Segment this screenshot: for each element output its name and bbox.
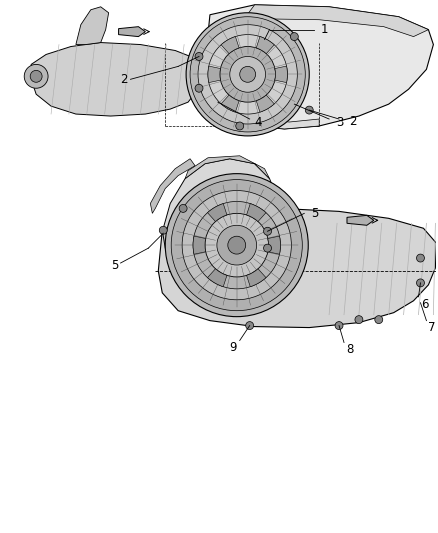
Polygon shape	[163, 159, 277, 241]
Circle shape	[220, 46, 276, 102]
Wedge shape	[256, 37, 274, 54]
Circle shape	[182, 190, 291, 300]
Polygon shape	[31, 43, 200, 116]
Polygon shape	[76, 7, 109, 45]
Circle shape	[195, 84, 203, 92]
Circle shape	[205, 213, 268, 277]
Circle shape	[208, 35, 287, 114]
Circle shape	[217, 225, 257, 265]
Circle shape	[228, 236, 246, 254]
Circle shape	[198, 25, 297, 124]
Wedge shape	[193, 236, 206, 254]
Circle shape	[195, 52, 203, 60]
Text: 5: 5	[111, 259, 118, 271]
Circle shape	[230, 56, 265, 92]
Circle shape	[24, 64, 48, 88]
Wedge shape	[268, 236, 280, 254]
Circle shape	[335, 321, 343, 329]
Wedge shape	[247, 269, 266, 287]
Wedge shape	[208, 66, 220, 83]
Text: 9: 9	[229, 341, 237, 354]
Circle shape	[264, 227, 272, 235]
Circle shape	[190, 17, 305, 132]
Circle shape	[305, 106, 313, 114]
Circle shape	[165, 174, 308, 317]
Wedge shape	[208, 204, 227, 222]
Circle shape	[417, 254, 424, 262]
Text: 5: 5	[311, 207, 318, 220]
Wedge shape	[208, 269, 227, 287]
Circle shape	[246, 321, 254, 329]
Wedge shape	[256, 95, 274, 112]
Circle shape	[375, 316, 383, 324]
Polygon shape	[205, 5, 433, 129]
Text: 4: 4	[254, 116, 262, 128]
Circle shape	[417, 279, 424, 287]
Polygon shape	[150, 159, 195, 213]
Circle shape	[264, 244, 272, 252]
Polygon shape	[240, 5, 428, 37]
Circle shape	[290, 33, 298, 41]
Polygon shape	[119, 27, 145, 37]
Text: 1: 1	[321, 23, 328, 36]
Circle shape	[159, 227, 167, 234]
Circle shape	[30, 70, 42, 82]
Text: 2: 2	[120, 73, 127, 86]
Text: 6: 6	[421, 298, 429, 311]
Polygon shape	[347, 215, 374, 225]
Circle shape	[193, 201, 280, 289]
Wedge shape	[247, 204, 266, 222]
Circle shape	[236, 122, 244, 130]
Polygon shape	[158, 208, 436, 328]
Wedge shape	[221, 37, 239, 54]
Text: 2: 2	[349, 115, 357, 127]
Text: 8: 8	[346, 343, 353, 356]
Circle shape	[171, 180, 302, 311]
Circle shape	[355, 316, 363, 324]
Text: 7: 7	[428, 321, 436, 334]
Wedge shape	[221, 95, 239, 112]
Circle shape	[186, 13, 309, 136]
Text: 3: 3	[336, 116, 343, 128]
Wedge shape	[275, 66, 287, 83]
Polygon shape	[162, 204, 268, 285]
Polygon shape	[195, 35, 275, 106]
Circle shape	[179, 205, 187, 212]
Polygon shape	[185, 156, 269, 179]
Circle shape	[240, 67, 256, 82]
Polygon shape	[215, 74, 319, 129]
